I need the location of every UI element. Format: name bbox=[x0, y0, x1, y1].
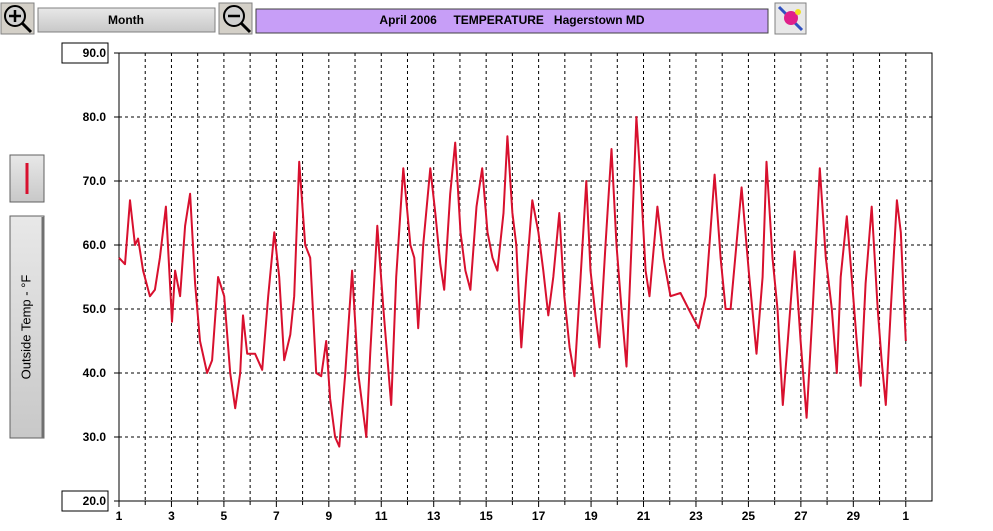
x-tick-label: 25 bbox=[742, 509, 756, 523]
y-tick-label: 80.0 bbox=[83, 110, 107, 124]
x-tick-label: 1 bbox=[902, 509, 909, 523]
y-axis-button[interactable]: Outside Temp - °F bbox=[9, 215, 45, 439]
y-tick-box bbox=[61, 42, 109, 64]
y-tick-label: 20.0 bbox=[83, 494, 107, 508]
chart-title: April 2006 TEMPERATURE Hagerstown MD bbox=[379, 13, 644, 27]
x-tick-label: 11 bbox=[375, 509, 388, 523]
title-box bbox=[255, 8, 769, 34]
x-tick-label: 3 bbox=[168, 509, 175, 523]
x-tick-label: 17 bbox=[532, 509, 546, 523]
x-tick-label: 9 bbox=[325, 509, 332, 523]
y-tick-label: 30.0 bbox=[83, 430, 107, 444]
x-tick-label: 13 bbox=[427, 509, 441, 523]
legend-button[interactable] bbox=[9, 154, 45, 203]
x-tick-label: 1 bbox=[116, 509, 123, 523]
y-tick-label: 50.0 bbox=[83, 302, 107, 316]
y-tick-label: 60.0 bbox=[83, 238, 107, 252]
x-tick-label: 15 bbox=[479, 509, 493, 523]
x-tick-label: 29 bbox=[847, 509, 861, 523]
x-tick-label: 23 bbox=[689, 509, 703, 523]
x-tick-label: 19 bbox=[584, 509, 598, 523]
zoom-in-button[interactable] bbox=[0, 2, 35, 35]
x-tick-label: 21 bbox=[637, 509, 651, 523]
x-tick-label: 7 bbox=[273, 509, 280, 523]
zoom-out-button[interactable] bbox=[218, 2, 253, 35]
period-button[interactable]: Month bbox=[37, 7, 216, 33]
x-tick-label: 5 bbox=[221, 509, 228, 523]
y-tick-box bbox=[61, 490, 109, 512]
settings-button[interactable] bbox=[774, 2, 807, 35]
y-tick-label: 40.0 bbox=[83, 366, 107, 380]
y-axis-title: Outside Temp - °F bbox=[18, 275, 33, 380]
series-line bbox=[118, 116, 907, 448]
x-tick-label: 27 bbox=[794, 509, 808, 523]
period-label: Month bbox=[108, 13, 144, 27]
y-tick-label: 90.0 bbox=[83, 46, 107, 60]
y-tick-label: 70.0 bbox=[83, 174, 107, 188]
